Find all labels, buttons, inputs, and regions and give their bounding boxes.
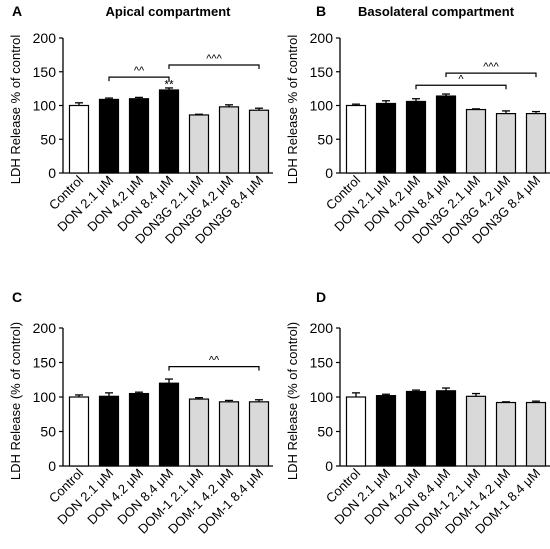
y-axis-label: LDH Release % of control	[285, 35, 300, 185]
bar-4	[435, 390, 457, 467]
y-axis-label: LDH Release % of control	[8, 35, 23, 185]
y-tick-label: 50	[317, 131, 333, 147]
y-tick-label: 50	[40, 131, 56, 147]
bar-4	[158, 89, 180, 174]
bar-7	[525, 112, 547, 174]
significance-bracket	[108, 76, 170, 82]
y-tick-label: 0	[48, 165, 56, 181]
significance-marker: ^	[458, 73, 464, 85]
significance-marker: ^^^	[206, 53, 222, 65]
bar-1	[68, 396, 90, 467]
y-tick-label: 50	[317, 424, 333, 440]
y-tick-label: 200	[33, 30, 57, 46]
y-tick-label: 100	[33, 389, 57, 405]
significance-bracket	[168, 366, 260, 371]
y-tick-label: 150	[310, 64, 334, 80]
panel-letter: D	[316, 289, 326, 305]
y-tick-label: 0	[48, 458, 56, 474]
bar-4	[158, 382, 180, 467]
y-axis-label: LDH Release (% of control)	[8, 322, 23, 480]
bar-7	[248, 109, 270, 174]
bar-7	[248, 401, 270, 467]
bar-6	[218, 401, 240, 467]
bar-5	[188, 398, 210, 467]
bar-5	[465, 108, 487, 174]
bar-2	[98, 395, 120, 467]
y-tick-label: 0	[325, 165, 333, 181]
panel-letter: C	[12, 289, 22, 305]
y-tick-label: 50	[40, 424, 56, 440]
bar-2	[98, 98, 120, 174]
significance-marker: **	[164, 78, 174, 92]
panel-letter: B	[316, 3, 326, 19]
bar-3	[405, 100, 427, 174]
panel-b: B Basolateral compartment 0 50 100 150 200 LDH …	[285, 3, 550, 247]
bar-1	[345, 104, 367, 174]
bar-5	[465, 395, 487, 467]
y-axis-label: LDH Release (% of control)	[285, 322, 300, 480]
panel-a: A Apical compartment 0 50 100 150 200 LDH Relea…	[8, 3, 273, 247]
significance-bracket	[445, 72, 537, 78]
bar-3	[405, 390, 427, 467]
bar-2	[375, 102, 397, 174]
bar-6	[495, 112, 517, 174]
chart-title: Basolateral compartment	[358, 4, 515, 19]
bar-1	[345, 396, 367, 467]
chart-title: Apical compartment	[106, 4, 232, 19]
bar-3	[128, 392, 150, 467]
y-tick-label: 200	[310, 320, 334, 336]
y-tick-label: 150	[33, 355, 57, 371]
y-tick-label: 200	[310, 30, 334, 46]
significance-marker: ^^	[209, 355, 220, 367]
significance-marker: ^^^	[483, 61, 499, 73]
y-tick-label: 150	[310, 355, 334, 371]
panel-letter: A	[12, 3, 22, 19]
y-tick-label: 100	[310, 389, 334, 405]
bar-2	[375, 395, 397, 467]
y-tick-label: 100	[310, 98, 334, 114]
y-tick-label: 200	[33, 320, 57, 336]
y-tick-label: 0	[325, 458, 333, 474]
y-tick-label: 150	[33, 64, 57, 80]
bar-4	[435, 95, 457, 174]
bar-6	[495, 401, 517, 467]
bar-3	[128, 98, 150, 174]
significance-bracket	[168, 64, 260, 69]
bar-1	[68, 104, 90, 174]
y-tick-label: 100	[33, 98, 57, 114]
bar-6	[218, 106, 240, 174]
bar-5	[188, 114, 210, 174]
significance-marker: ^^	[134, 65, 145, 77]
significance-bracket	[415, 84, 507, 90]
bar-7	[525, 401, 547, 467]
